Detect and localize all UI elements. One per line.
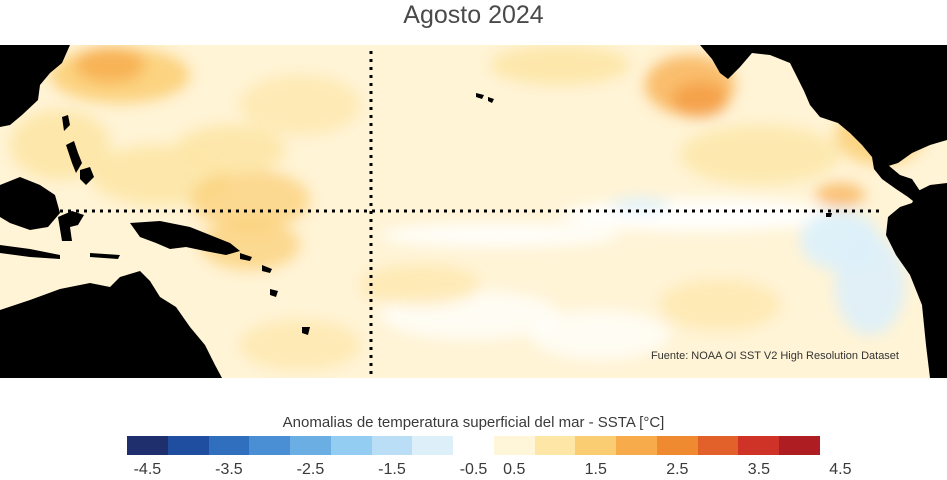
colorbar-cell	[616, 436, 657, 455]
colorbar-cell	[249, 436, 291, 455]
colorbar-tick-label: 4.5	[829, 461, 852, 478]
colorbar-cell	[779, 436, 821, 455]
colorbar-cell	[738, 436, 780, 455]
land-new-guinea	[130, 221, 240, 255]
colorbar-tick-label: 0.5	[503, 461, 526, 478]
land-south-america	[886, 183, 947, 378]
colorbar-title: Anomalias de temperatura superficial del…	[282, 414, 665, 431]
colorbar-tick-label: -1.5	[378, 461, 406, 478]
colorbar-cell	[330, 436, 372, 455]
sst-map	[0, 45, 947, 378]
colorbar-cell	[412, 436, 454, 455]
colorbar-cell	[453, 436, 494, 455]
colorbar-cell	[697, 436, 739, 455]
colorbar-tick-label: -2.5	[296, 461, 325, 478]
colorbar-tick-label: 1.5	[584, 461, 607, 478]
land-borneo	[0, 177, 60, 230]
colorbar-cell	[534, 436, 576, 455]
colorbar-cell	[371, 436, 413, 455]
map-svg	[0, 45, 947, 378]
reference-gridlines	[60, 51, 880, 378]
colorbar-tick-label: 3.5	[747, 461, 770, 478]
colorbar-cell	[493, 436, 535, 455]
land-north-america	[700, 45, 947, 167]
colorbar-cell	[167, 436, 209, 455]
data-source-label: Fuente: NOAA OI SST V2 High Resolution D…	[650, 350, 899, 362]
land-asia	[0, 45, 70, 127]
land-masses	[0, 45, 947, 378]
colorbar-tick-label: 2.5	[666, 461, 689, 478]
colorbar-cell	[290, 436, 331, 455]
colorbar-tick-label: -4.5	[133, 461, 162, 478]
land-australia	[0, 271, 222, 378]
colorbar-ticks: -4.5 -3.5 -2.5 -1.5 -0.5 0.5 1.5 2.5 3.5 4.5	[127, 460, 852, 480]
figure-title: Agosto 2024	[403, 1, 544, 29]
colorbar-cell	[656, 436, 698, 455]
colorbar-tick-label: -3.5	[215, 461, 243, 478]
colorbar-tick-label: -0.5	[459, 461, 488, 478]
land-hawaii	[476, 93, 484, 99]
colorbar-cell	[575, 436, 617, 455]
colorbar	[127, 436, 821, 455]
colorbar-cell	[127, 436, 168, 455]
colorbar-cell	[208, 436, 250, 455]
